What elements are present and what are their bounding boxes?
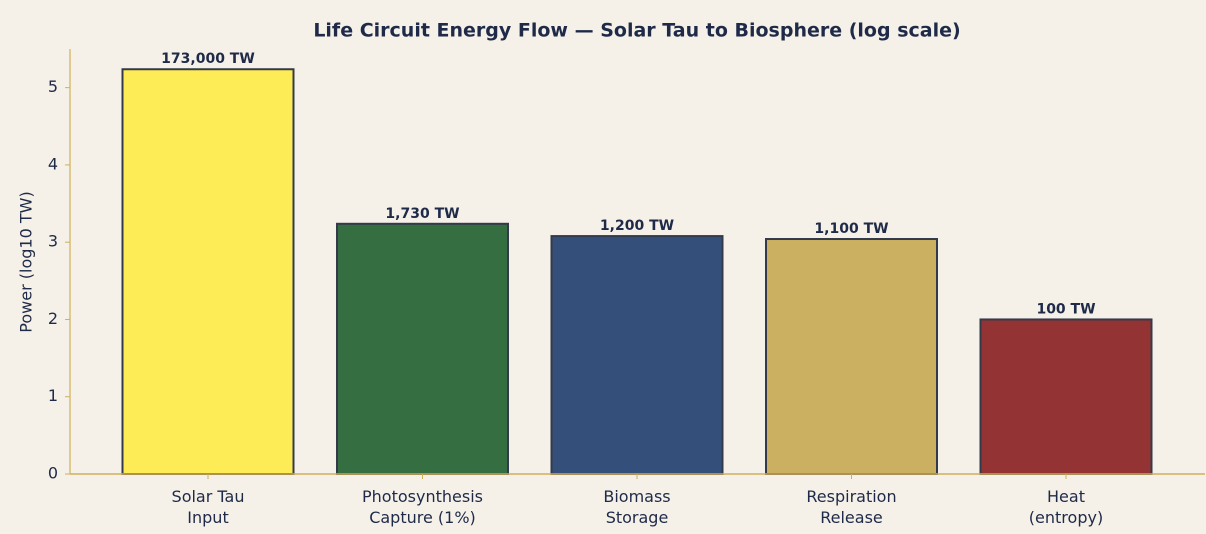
y-tick-label: 1 [48, 386, 58, 405]
y-tick-label: 4 [48, 154, 58, 173]
x-tick-label: Respiration Release [806, 487, 897, 527]
value-label: 1,200 TW [600, 218, 674, 234]
bar [336, 222, 509, 475]
bar [550, 235, 724, 475]
value-label: 100 TW [1036, 301, 1095, 317]
chart-title: Life Circuit Energy Flow — Solar Tau to … [313, 20, 960, 42]
y-axis-label: Power (log10 TW) [17, 191, 36, 332]
y-tick-label: 5 [48, 77, 58, 96]
value-label: 173,000 TW [161, 51, 255, 67]
bar [121, 68, 295, 475]
bar [765, 238, 938, 475]
x-tick-label: Solar Tau Input [171, 487, 245, 527]
value-label: 1,100 TW [814, 221, 888, 237]
x-tick-label: Heat (entropy) [1028, 487, 1104, 527]
x-tick-label: Biomass Storage [603, 487, 671, 527]
y-tick-label: 0 [48, 464, 58, 483]
y-tick-label: 3 [48, 232, 58, 251]
x-tick-label: Photosynthesis Capture (1%) [362, 487, 483, 527]
bar [979, 318, 1153, 476]
y-tick-label: 2 [48, 309, 58, 328]
value-label: 1,730 TW [385, 206, 459, 222]
